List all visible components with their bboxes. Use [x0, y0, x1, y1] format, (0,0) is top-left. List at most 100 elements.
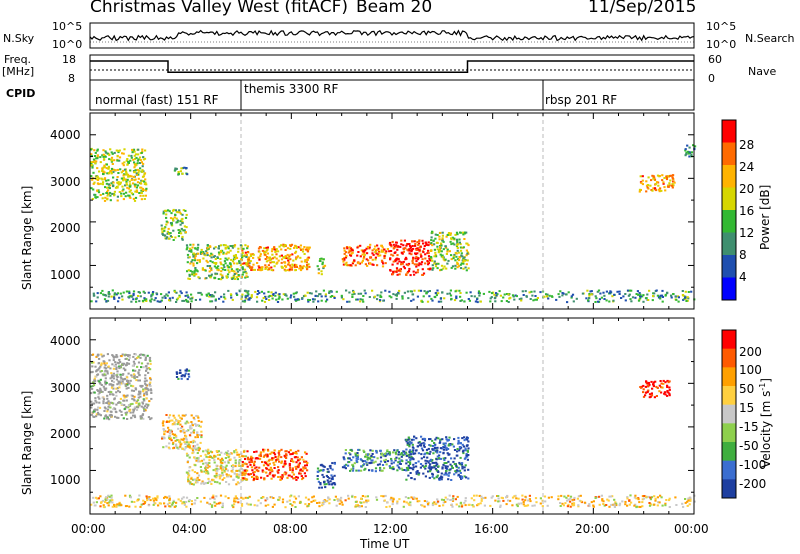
power-cbar-tick-8: 8: [739, 248, 747, 262]
velocity-cell: [196, 497, 199, 499]
velocity-cell: [419, 463, 423, 465]
velocity-cell: [124, 411, 127, 414]
velocity-cell: [288, 462, 291, 465]
power-cell: [446, 248, 449, 251]
velocity-cell: [154, 502, 157, 505]
velocity-cell: [234, 461, 237, 464]
power-cell: [261, 249, 264, 252]
power-cell: [153, 299, 156, 302]
velocity-cell: [455, 469, 459, 472]
velocity-cell: [248, 458, 251, 461]
velocity-cell: [284, 506, 287, 509]
velocity-cell: [423, 439, 426, 442]
velocity-cell: [334, 495, 337, 498]
power-cell: [234, 278, 237, 280]
velocity-cell: [455, 454, 458, 457]
power-cell: [425, 243, 428, 246]
velocity-cell: [290, 475, 293, 478]
velocity-cell: [171, 433, 174, 436]
velocity-cell: [338, 502, 341, 505]
velocity-cell: [140, 353, 143, 356]
velocity-cell: [569, 497, 572, 500]
power-cell: [96, 149, 99, 152]
velocity-cell: [355, 469, 358, 472]
power-cell: [180, 167, 183, 170]
power-cell: [303, 246, 306, 248]
power-cell: [216, 268, 219, 271]
power-cell: [217, 265, 220, 268]
power-cell: [217, 251, 221, 254]
velocity-cell: [106, 397, 109, 400]
velocity-cell: [253, 477, 256, 480]
power-cell: [308, 265, 311, 268]
power-cell: [242, 271, 245, 274]
power-cell: [371, 249, 374, 252]
velocity-colorbar-segment: [722, 460, 736, 480]
velocity-cell: [112, 356, 115, 359]
velocity-cell: [106, 498, 109, 501]
power-cell: [369, 256, 372, 259]
power-cell: [655, 189, 658, 192]
velocity-cell: [637, 497, 640, 500]
velocity-ytick-2000: 2000: [50, 427, 81, 441]
velocity-cell: [185, 437, 188, 440]
velocity-cell: [145, 403, 148, 406]
velocity-cell: [91, 365, 94, 368]
velocity-cell: [478, 494, 481, 497]
power-cell: [396, 273, 399, 276]
velocity-cell: [347, 464, 350, 467]
velocity-cell: [149, 368, 152, 371]
power-cell: [418, 250, 421, 253]
power-cell: [90, 154, 93, 157]
power-cell: [231, 246, 234, 249]
velocity-cell: [637, 498, 640, 501]
power-cell: [178, 232, 181, 234]
velocity-cell: [179, 416, 182, 419]
velocity-cell: [505, 503, 508, 506]
power-cell: [143, 198, 146, 200]
velocity-cell: [521, 498, 524, 501]
velocity-cell: [600, 494, 603, 497]
velocity-cell: [403, 469, 406, 471]
velocity-cell: [304, 451, 307, 454]
velocity-cell: [409, 504, 412, 507]
velocity-cell: [265, 467, 268, 470]
velocity-cell: [115, 387, 118, 390]
velocity-cell: [272, 461, 275, 464]
power-cell: [641, 183, 644, 186]
power-cell: [305, 248, 308, 251]
velocity-cell: [311, 496, 314, 499]
power-cell: [331, 295, 334, 297]
power-cell: [125, 180, 128, 183]
power-cell: [211, 294, 214, 296]
power-cell: [141, 180, 144, 182]
power-cell: [417, 242, 421, 245]
nave-label: Nave: [748, 65, 777, 78]
power-cell: [458, 241, 461, 244]
power-cell: [245, 275, 248, 278]
velocity-cell: [421, 464, 424, 467]
velocity-cell: [106, 401, 109, 404]
velocity-cell: [259, 502, 262, 505]
velocity-cell: [172, 441, 175, 444]
velocity-cell: [215, 472, 218, 475]
power-cell: [417, 264, 420, 267]
velocity-cell: [267, 468, 271, 471]
velocity-cell: [192, 447, 195, 450]
power-cell: [256, 293, 259, 296]
velocity-cell: [158, 502, 161, 505]
power-cell: [206, 254, 209, 257]
velocity-cell: [122, 382, 125, 385]
power-cell: [230, 269, 233, 272]
velocity-cell: [183, 431, 186, 434]
velocity-cell: [368, 453, 371, 456]
velocity-cell: [577, 495, 580, 498]
power-cell: [139, 159, 142, 161]
velocity-cell: [136, 365, 139, 368]
power-cell: [512, 295, 515, 298]
velocity-cell: [544, 500, 547, 503]
power-cell: [320, 273, 323, 276]
power-cell: [596, 290, 599, 293]
power-cell: [209, 254, 212, 257]
power-cell: [467, 298, 470, 300]
